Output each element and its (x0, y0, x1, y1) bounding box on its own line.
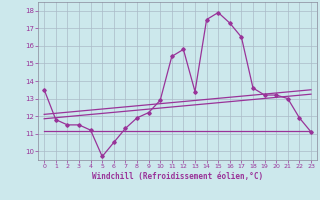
X-axis label: Windchill (Refroidissement éolien,°C): Windchill (Refroidissement éolien,°C) (92, 172, 263, 181)
